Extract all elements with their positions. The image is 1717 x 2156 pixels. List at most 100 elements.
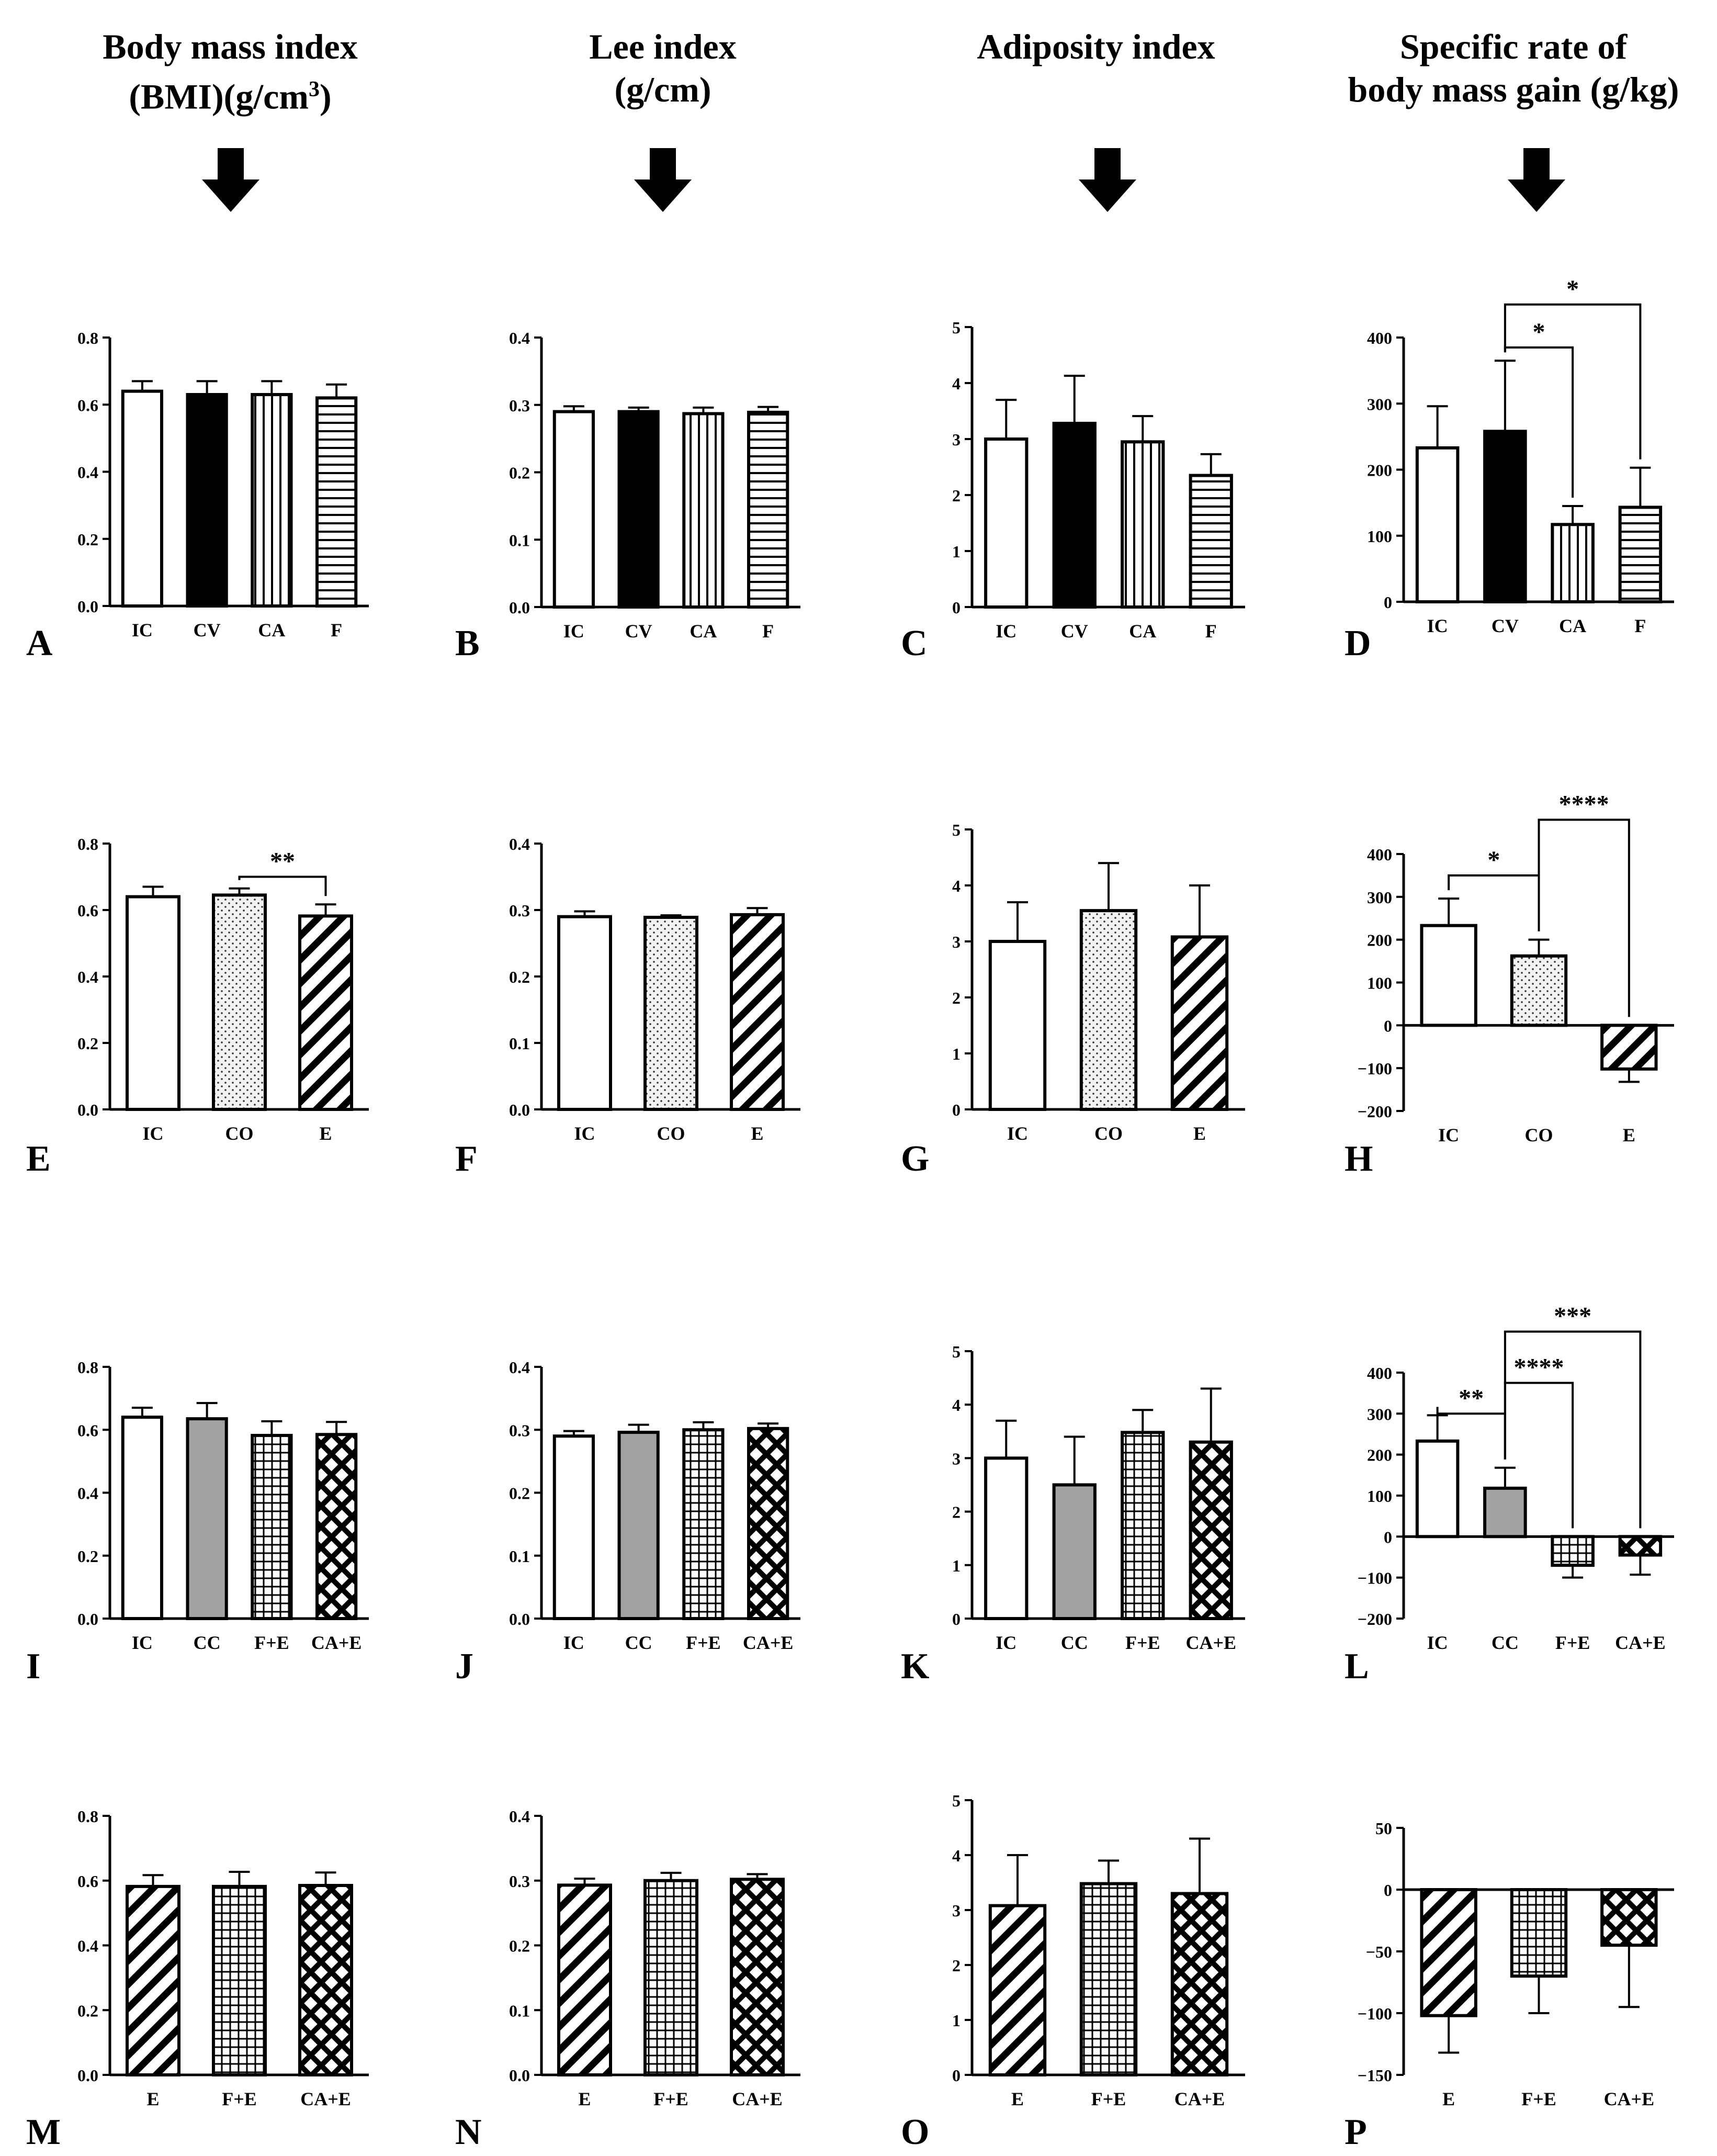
bar <box>186 393 228 608</box>
down-arrow-icon <box>1508 148 1565 212</box>
y-tick-label: 0.3 <box>509 1872 530 1891</box>
significance-bracket <box>1538 818 1630 1017</box>
y-tick-label: −200 <box>1358 1102 1392 1121</box>
panel-label: N <box>455 2112 482 2152</box>
x-tick-label: CV <box>1061 621 1088 642</box>
panel-label: J <box>455 1646 473 1687</box>
y-tick-label: 0.0 <box>77 597 98 616</box>
significance-label: **** <box>1559 791 1609 818</box>
x-tick-label: CA+E <box>1174 2088 1225 2109</box>
x-tick-label: IC <box>132 1632 153 1653</box>
y-tick-label: 200 <box>1367 461 1392 480</box>
x-tick-label: E <box>1623 1125 1635 1146</box>
bar <box>1052 1483 1097 1620</box>
x-tick-label: F+E <box>1125 1632 1160 1653</box>
bar <box>730 913 785 1111</box>
y-tick-label: 0.8 <box>77 835 98 854</box>
bar <box>552 1434 595 1620</box>
bar <box>557 915 612 1111</box>
y-tick-label: 0.8 <box>77 1358 98 1377</box>
bar <box>1600 1024 1658 1071</box>
bar <box>1415 446 1460 604</box>
y-tick-label: 0.4 <box>509 1807 530 1826</box>
x-tick-label: CO <box>1525 1125 1553 1146</box>
significance-bracket <box>238 875 327 896</box>
y-tick-label: 0.0 <box>509 598 530 617</box>
x-tick-label: E <box>1011 2088 1024 2109</box>
y-tick-label: 0 <box>952 598 961 617</box>
panel-label: D <box>1345 623 1371 664</box>
y-tick-label: 1 <box>952 1556 961 1575</box>
y-tick-label: 1 <box>952 1045 961 1063</box>
panel-label: P <box>1345 2112 1367 2152</box>
significance-label: * <box>1533 318 1545 346</box>
bar <box>1551 523 1595 603</box>
x-tick-label: CA+E <box>300 2088 351 2109</box>
x-tick-label: CV <box>194 620 221 641</box>
y-tick-label: 0.4 <box>77 1937 98 1956</box>
y-tick-label: 0.2 <box>77 1034 98 1053</box>
column-title-lee: Lee index (g/cm) <box>448 25 877 111</box>
down-arrow-icon <box>1079 148 1136 212</box>
y-tick-label: 0.4 <box>77 1484 98 1503</box>
bar <box>1420 1888 1477 2017</box>
y-tick-label: 0 <box>1384 593 1392 612</box>
x-tick-label: F+E <box>222 2088 257 2109</box>
x-tick-label: E <box>319 1123 332 1144</box>
bar <box>643 1879 698 2076</box>
y-tick-label: 0.2 <box>509 1937 530 1956</box>
x-tick-label: E <box>751 1123 763 1144</box>
bar <box>298 914 353 1111</box>
x-tick-label: CA <box>1559 615 1586 636</box>
y-tick-label: 4 <box>952 877 961 895</box>
y-tick-label: 2 <box>952 1956 961 1975</box>
x-tick-label: E <box>1442 2088 1455 2109</box>
y-tick-label: 0.6 <box>77 901 98 920</box>
bar <box>1121 440 1165 609</box>
y-tick-label: −50 <box>1366 1942 1392 1961</box>
y-tick-label: 3 <box>952 1901 961 1920</box>
bar <box>1420 924 1477 1027</box>
y-tick-label: 0.0 <box>77 2066 98 2085</box>
column-title-bmi-line2: (BMI)(g/cm3) <box>129 76 332 117</box>
column-title-adiposity-line1: Adiposity index <box>977 27 1215 66</box>
down-arrow-icon <box>634 148 692 212</box>
column-title-adiposity: Adiposity index <box>882 25 1311 68</box>
bar <box>552 410 595 609</box>
x-tick-label: IC <box>996 621 1016 642</box>
bar <box>1189 1440 1233 1620</box>
x-tick-label: CV <box>1492 615 1519 636</box>
x-tick-label: F+E <box>1555 1632 1590 1653</box>
down-arrow-icon <box>202 148 259 212</box>
significance-bracket <box>1448 874 1540 931</box>
bar <box>988 940 1047 1111</box>
bar <box>988 1904 1047 2077</box>
bar <box>1170 1892 1229 2076</box>
y-tick-label: 0 <box>952 1101 961 1119</box>
bar <box>298 1884 353 2076</box>
x-tick-label: CA+E <box>732 2088 783 2109</box>
significance-label: * <box>1487 846 1500 874</box>
y-tick-label: 0.2 <box>77 1547 98 1566</box>
y-tick-label: 0.8 <box>77 1807 98 1826</box>
x-tick-label: IC <box>142 1123 163 1144</box>
y-tick-label: 300 <box>1367 1405 1392 1423</box>
y-tick-label: 100 <box>1367 527 1392 546</box>
y-tick-label: 400 <box>1367 329 1392 347</box>
bar <box>1079 1882 1138 2077</box>
y-tick-label: −100 <box>1358 1059 1392 1078</box>
x-tick-label: CA+E <box>1185 1632 1236 1653</box>
x-tick-label: CA <box>1129 621 1156 642</box>
x-tick-label: F <box>1205 621 1217 642</box>
y-tick-label: 0.2 <box>509 1484 530 1503</box>
y-tick-label: 0.2 <box>77 530 98 549</box>
y-tick-label: 0 <box>1384 1016 1392 1035</box>
bar <box>126 1884 180 2076</box>
y-tick-label: 50 <box>1375 1819 1392 1838</box>
column-title-sgr-line2: body mass gain (g/kg) <box>1348 70 1679 109</box>
y-tick-label: −200 <box>1358 1610 1392 1629</box>
column-title-bmi-line1: Body mass index <box>103 27 358 66</box>
y-tick-label: 0.6 <box>77 1872 98 1891</box>
y-tick-label: 0 <box>1384 1881 1392 1900</box>
x-tick-label: IC <box>563 621 584 642</box>
